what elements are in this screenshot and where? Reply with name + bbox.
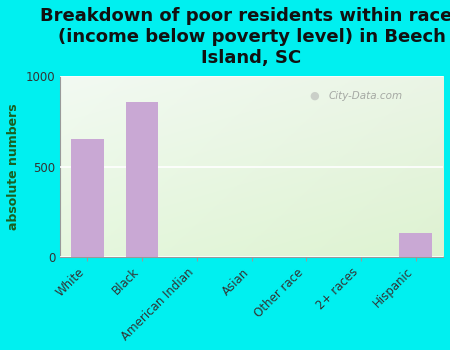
Text: City-Data.com: City-Data.com xyxy=(328,91,402,101)
Title: Breakdown of poor residents within races
(income below poverty level) in Beech
I: Breakdown of poor residents within races… xyxy=(40,7,450,66)
Bar xyxy=(126,102,158,257)
Bar xyxy=(399,233,432,257)
Bar xyxy=(71,140,104,257)
Y-axis label: absolute numbers: absolute numbers xyxy=(7,103,20,230)
Text: ●: ● xyxy=(309,91,319,101)
